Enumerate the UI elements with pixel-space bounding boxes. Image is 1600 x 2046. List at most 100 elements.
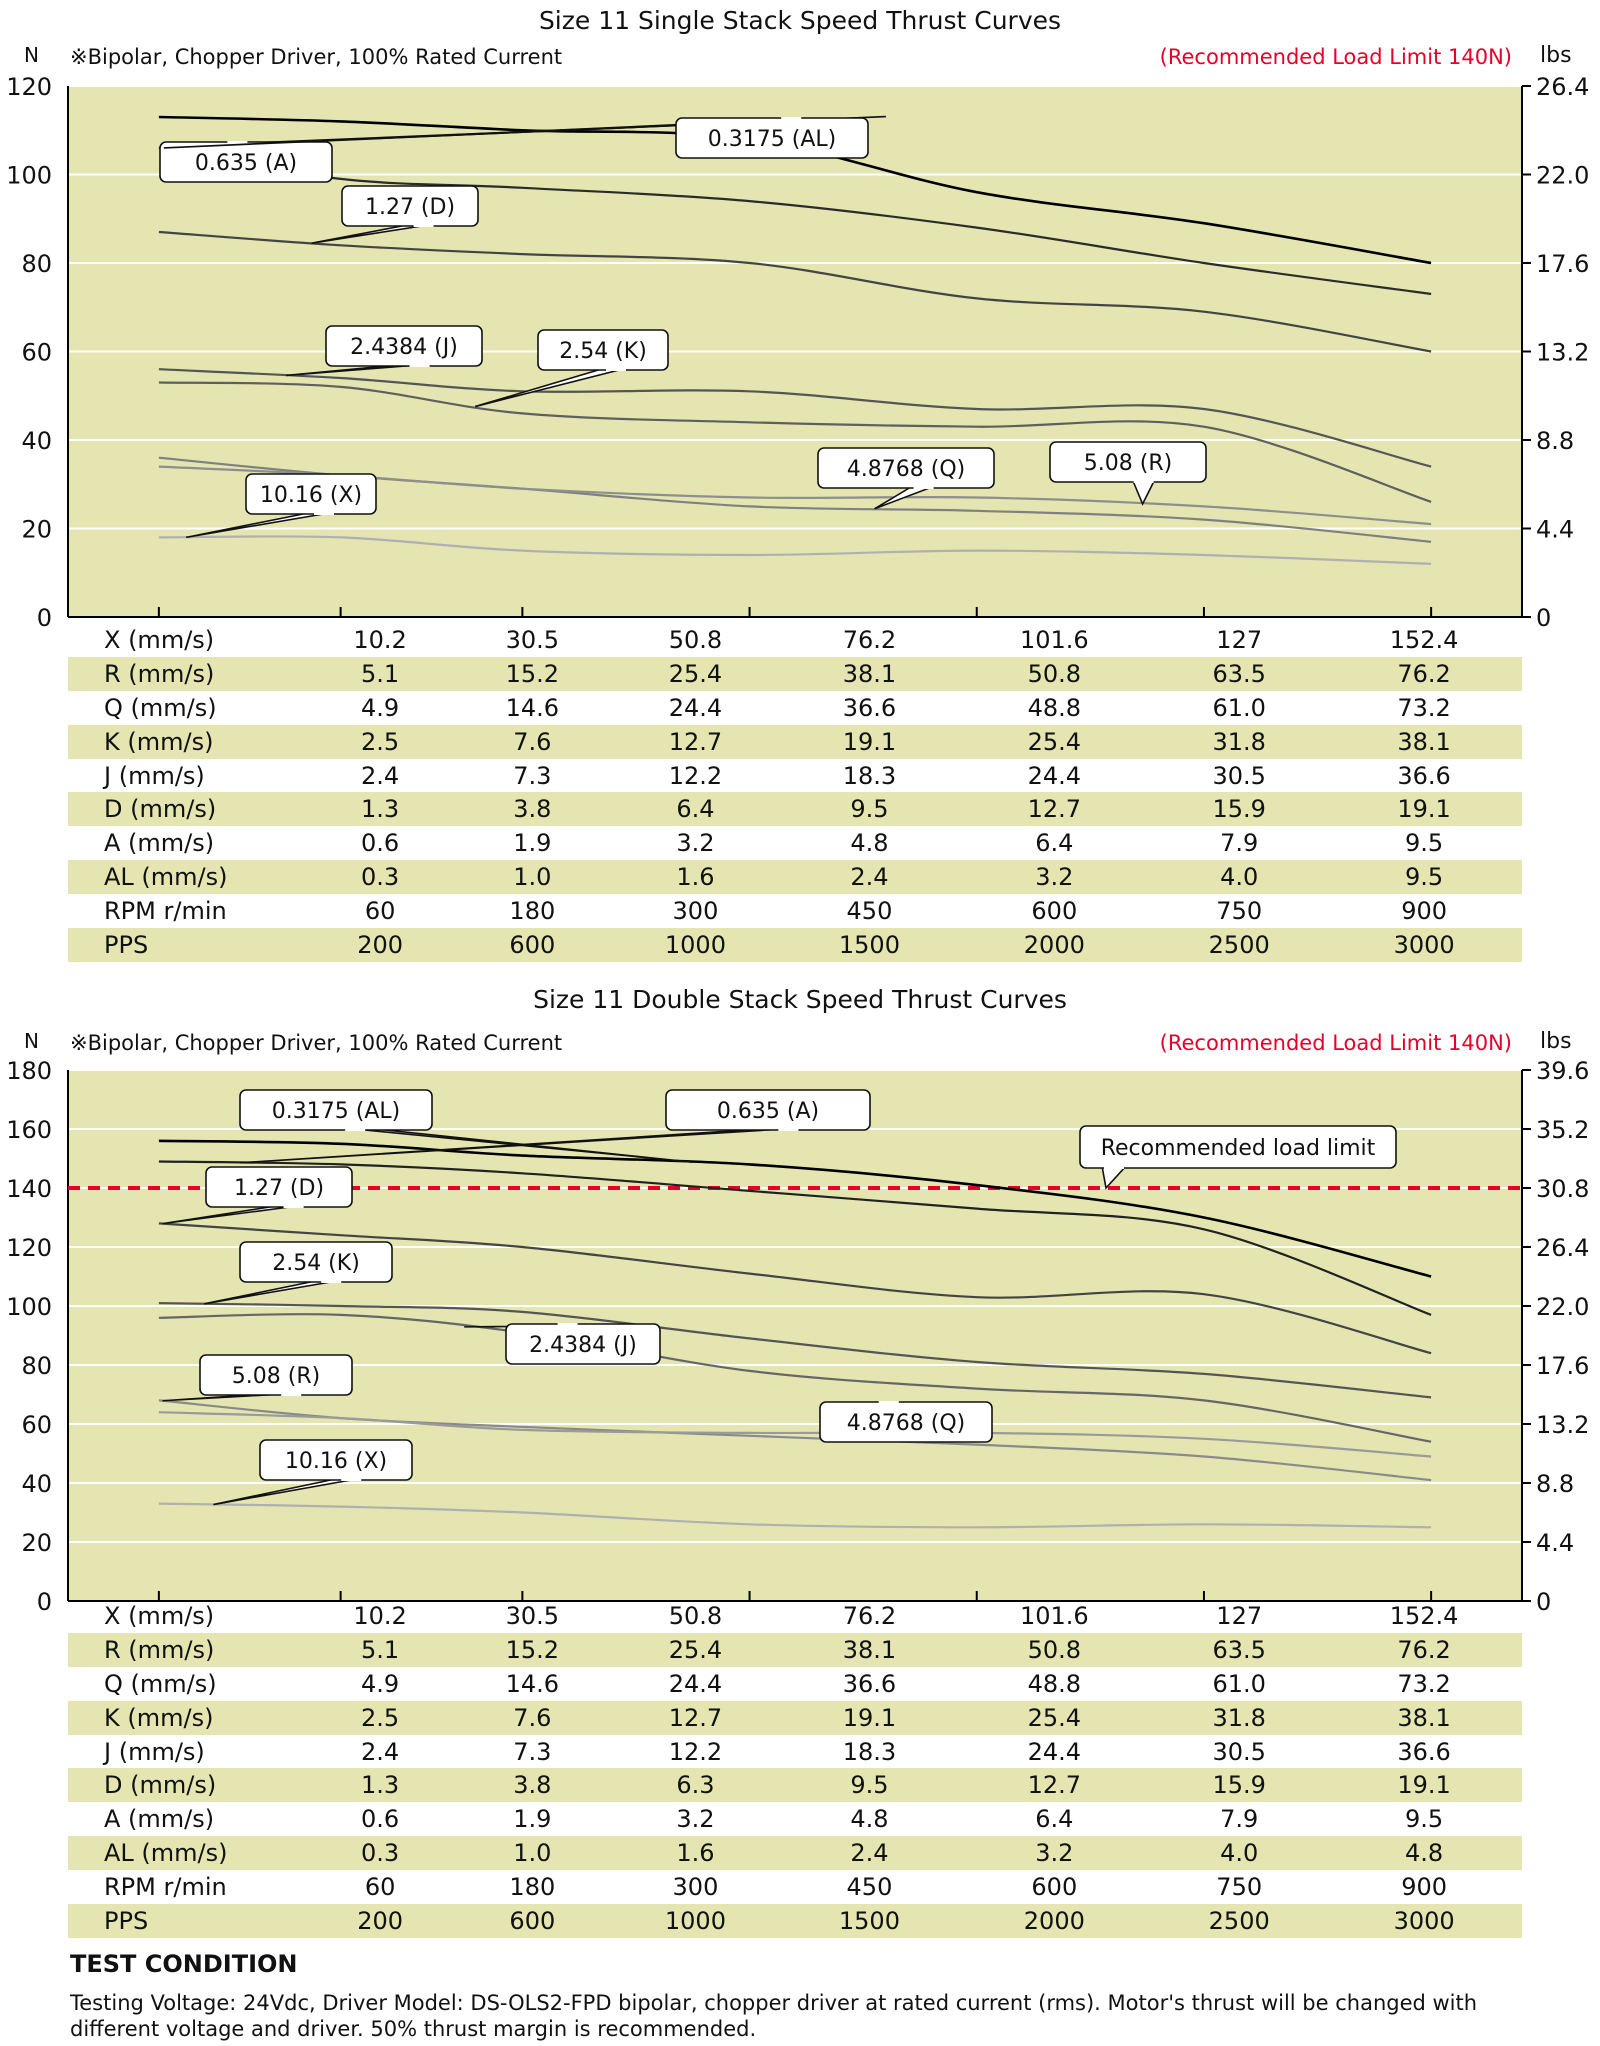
load-limit-note: (Recommended Load Limit 140N) [1160,45,1512,69]
table-cell: 300 [672,1873,719,1902]
table-cell: 76.2 [1326,656,1522,691]
table-cell: 1.0 [456,860,609,895]
table-row: A (mm/s) 0.6 1.9 3.2 4.8 6.4 7.9 9.5 [68,826,1522,860]
table-cell: 15.2 [456,656,609,691]
table-cell: 12.7 [956,792,1153,827]
table-cell: 24.4 [1027,1737,1082,1766]
table-cell: 2.4 [361,1737,400,1766]
table-row-label: K (mm/s) [68,724,304,759]
callout-mask [878,1401,899,1407]
table-cell: 4.8 [850,1805,889,1834]
callout-mask [606,365,626,371]
table-cell: 2000 [956,1904,1153,1938]
table-cell: 25.4 [956,1700,1153,1735]
table-cell: 750 [1216,897,1263,926]
limit-callout-mask [1104,1163,1124,1169]
table-cell: 19.1 [782,1700,957,1735]
callout-mask [557,1323,578,1329]
table-row-label: RPM r/min [104,1873,227,1902]
test-condition-text: Testing Voltage: 24Vdc, Driver Model: DS… [70,1991,1478,2041]
callout-label: 1.27 (D) [234,1176,324,1201]
table-cell: 30.5 [505,1601,560,1630]
table-cell: 1.3 [304,792,457,827]
table-cell: 60 [364,1873,396,1902]
callout-label: 4.8768 (Q) [847,457,965,482]
test-note: ※Bipolar, Chopper Driver, 100% Rated Cur… [70,1031,562,1055]
table-cell: 61.0 [1212,693,1266,722]
table-cell: 7.9 [1220,829,1259,858]
table-cell: 9.5 [782,792,957,827]
callout-box [239,1089,433,1131]
test-note: ※Bipolar, Chopper Driver, 100% Rated Cur… [70,45,562,69]
chart2-plot: 0 0 20 4.4 40 8.8 60 13.2 80 17.6 100 22.0 120 26.4 14… [6,1029,1589,1616]
table-row: X (mm/s) 10.2 30.5 50.8 76.2 101.6 127 152.4 [68,1599,1522,1633]
callout-label: 1.27 (D) [365,195,455,220]
table-row-label: D (mm/s) [68,1768,304,1803]
table-cell: 1.0 [456,1836,609,1871]
table-cell: 1.9 [513,1805,552,1834]
table-cell: 76.2 [1326,1632,1522,1667]
y-tick-label: 40 [21,427,52,455]
table-cell: 63.5 [1152,1632,1327,1667]
y2-tick-label: 22.0 [1536,162,1589,190]
table-row: R (mm/s) 5.1 15.2 25.4 38.1 50.8 63.5 76.2 [68,656,1522,691]
table-cell: 1500 [782,1904,957,1938]
table-cell: 10.2 [353,1601,407,1630]
table-cell: 31.8 [1152,724,1327,759]
callout-box [239,1241,393,1283]
y2-tick-label: 13.2 [1536,1411,1589,1439]
table-row-label: R (mm/s) [68,656,304,691]
table-cell: 4.0 [1152,1836,1327,1871]
y-tick-label: 80 [21,1352,52,1380]
table-cell: 152.4 [1389,625,1459,654]
table-cell: 6.4 [608,792,783,827]
table-cell: 50.8 [668,1601,723,1630]
callout-label: 10.16 (X) [285,1449,387,1474]
callout-mask [341,1475,362,1481]
series-line-4-8768-q- [158,1411,1432,1458]
callout-mask [321,1277,342,1283]
table-cell: 9.5 [1405,829,1444,858]
table-cell: 36.6 [1397,1737,1451,1766]
y-tick-label: 120 [6,73,52,101]
table-row-label: AL (mm/s) [68,860,304,895]
table-cell: 36.6 [842,1669,897,1698]
table-cell: 3.2 [956,860,1153,895]
y2-tick-label: 30.8 [1536,1175,1589,1203]
table-row: R (mm/s) 5.1 15.2 25.4 38.1 50.8 63.5 76.2 [68,1632,1522,1667]
table-cell: 127 [1216,1601,1263,1630]
y-tick-label: 40 [21,1470,52,1498]
table-cell: 3.2 [676,829,715,858]
table-cell: 38.1 [782,1632,957,1667]
table-row-label: J (mm/s) [104,761,205,790]
callout-mask [781,117,802,123]
table-cell: 12.7 [608,1700,783,1735]
table-cell: 2000 [956,928,1153,962]
table-cell: 600 [456,928,609,962]
table-cell: 4.8 [850,829,889,858]
table-cell: 14.6 [505,693,560,722]
table-row-label: D (mm/s) [68,792,304,827]
table-cell: 9.5 [1326,860,1522,895]
table-cell: 36.6 [842,693,897,722]
table-row: RPM r/min 60 180 300 450 600 750 900 [68,1870,1522,1904]
table-cell: 1000 [608,1904,783,1938]
table-row-label: X (mm/s) [104,625,215,654]
callout-mask [283,1202,304,1208]
series-line-1-27-d- [158,230,1432,353]
y-tick-label: 60 [21,339,52,367]
table-row: K (mm/s) 2.5 7.6 12.7 19.1 25.4 31.8 38.1 [68,1700,1522,1735]
table-row-label: R (mm/s) [68,1632,304,1667]
table-cell: 15.2 [456,1632,609,1667]
table-cell: 76.2 [842,1601,897,1630]
table-row: AL (mm/s) 0.3 1.0 1.6 2.4 3.2 4.0 4.8 [68,1836,1522,1871]
table-cell: 50.8 [956,656,1153,691]
table-cell: 2.4 [782,1836,957,1871]
table-cell: 7.3 [513,761,552,790]
load-limit-note: (Recommended Load Limit 140N) [1160,1031,1512,1055]
y2-tick-label: 4.4 [1536,1529,1574,1557]
table-row-label: PPS [68,1904,304,1938]
series-line-0-3175-al- [158,1139,1432,1278]
series-line-10-16-x- [158,1502,1432,1529]
table-cell: 450 [846,897,893,926]
